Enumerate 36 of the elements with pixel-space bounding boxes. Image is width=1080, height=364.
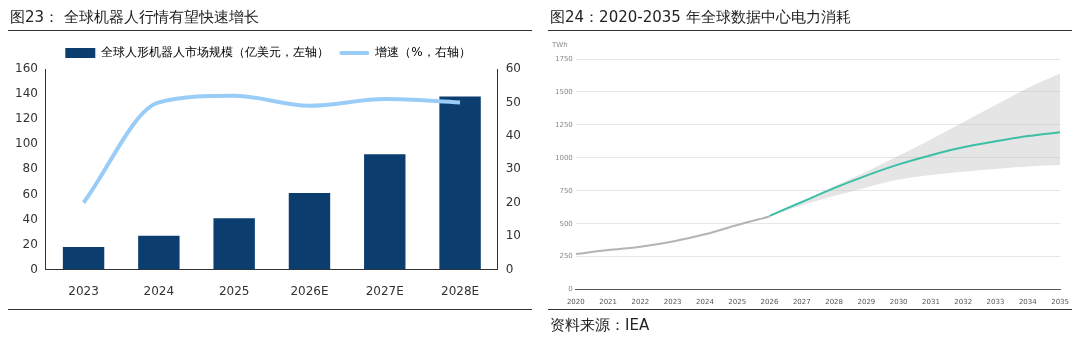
x-tick-label: 2025: [218, 283, 250, 298]
y-tick-label: 140: [15, 86, 38, 101]
y2-tick-label: 60: [505, 61, 522, 76]
y2-tick-label: 40: [505, 127, 522, 142]
x-tick-label: 2024: [143, 283, 175, 298]
x-tick-label: 2027E: [365, 283, 404, 298]
text: 资料来源：IEA: [550, 316, 651, 335]
bar: [138, 235, 180, 270]
y-tick-label: 80: [22, 161, 38, 176]
line-series: [768, 131, 1061, 217]
y-tick-label: 100: [15, 136, 38, 151]
line-series: [81, 93, 463, 205]
bar: [439, 96, 481, 270]
y-tick-label: 40: [22, 211, 38, 226]
y-tick-label: 120: [15, 111, 38, 126]
y-tick-label: 0: [30, 261, 38, 276]
y2-tick-label: 50: [505, 94, 522, 109]
chart-title: 图24：2020-2035 年全球数据中心电力消耗: [548, 4, 1072, 31]
legend-label: 全球人形机器人市场规模（亿美元，左轴）: [101, 45, 330, 60]
y2-tick-label: 10: [505, 228, 522, 243]
y-tick-label: 160: [15, 61, 38, 76]
chart-title: 图23： 全球机器人行情有望快速增长: [8, 4, 532, 31]
line-series: [575, 215, 771, 256]
y2-tick-label: 20: [505, 194, 522, 209]
bar: [62, 247, 105, 270]
x-tick-label: 2023: [68, 283, 99, 298]
y2-tick-label: 0: [505, 261, 514, 276]
bar: [213, 218, 255, 270]
y-tick-label: 60: [22, 186, 38, 201]
x-tick-label: 2028E: [441, 283, 480, 298]
y2-tick-label: 30: [505, 161, 522, 176]
bar: [288, 193, 331, 270]
legend-label: 增速（%，右轴）: [374, 45, 471, 60]
bar: [364, 154, 406, 270]
y-tick-label: 20: [22, 236, 38, 251]
x-tick-label: 2026E: [290, 283, 329, 298]
